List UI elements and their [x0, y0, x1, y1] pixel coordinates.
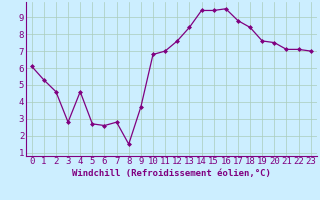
X-axis label: Windchill (Refroidissement éolien,°C): Windchill (Refroidissement éolien,°C) — [72, 169, 271, 178]
